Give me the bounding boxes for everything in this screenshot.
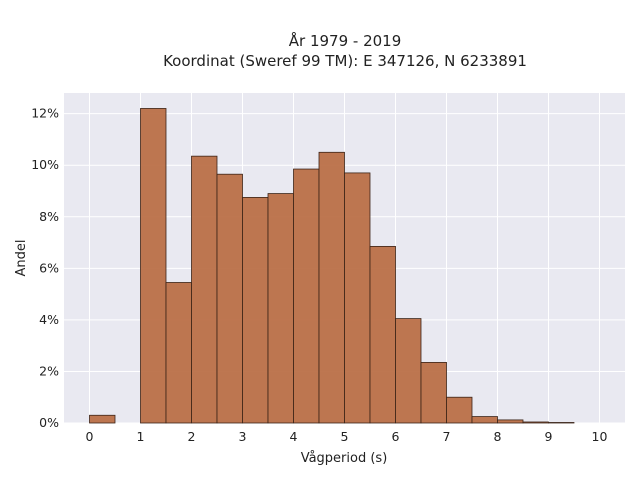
- histogram-bar: [216, 173, 243, 424]
- y-tick-label: 10%: [31, 157, 59, 172]
- x-tick-label: 7: [443, 429, 451, 444]
- x-tick-label: 4: [290, 429, 298, 444]
- x-tick-label: 5: [341, 429, 349, 444]
- x-tick-label: 9: [545, 429, 553, 444]
- chart-title-line-1: År 1979 - 2019: [289, 31, 402, 50]
- histogram-bar: [548, 422, 575, 424]
- bars: [89, 108, 575, 424]
- histogram-bar: [446, 396, 473, 424]
- chart-title-line-2: Koordinat (Sweref 99 TM): E 347126, N 62…: [163, 52, 527, 70]
- y-tick-label: 6%: [39, 260, 59, 275]
- histogram-bar: [89, 414, 116, 424]
- histogram-bar: [267, 193, 294, 424]
- histogram-bar: [395, 318, 422, 424]
- x-tick-label: 1: [137, 429, 145, 444]
- histogram-bar: [420, 362, 447, 424]
- y-tick-label: 0%: [39, 415, 59, 430]
- histogram-bar: [191, 155, 218, 424]
- x-axis-label: Vågperiod (s): [301, 451, 388, 466]
- histogram-bar: [522, 421, 549, 424]
- x-tick-label: 10: [592, 429, 608, 444]
- histogram-bar: [471, 416, 498, 424]
- histogram-bar: [140, 108, 167, 424]
- x-axis-ticks: 0 1 2 3 4 5 6 7 8 9 10: [86, 429, 608, 444]
- y-tick-label: 12%: [31, 106, 59, 121]
- histogram-bar: [165, 282, 192, 424]
- histogram-bar: [369, 245, 396, 424]
- histogram-bar: [318, 151, 345, 424]
- histogram-bar: [293, 168, 320, 424]
- histogram-bar: [497, 419, 524, 424]
- histogram-bar: [242, 197, 269, 424]
- y-tick-label: 2%: [39, 363, 59, 378]
- y-tick-label: 4%: [39, 312, 59, 327]
- x-tick-label: 6: [392, 429, 400, 444]
- x-tick-label: 8: [494, 429, 502, 444]
- y-axis-label: Andel: [14, 240, 29, 277]
- x-tick-label: 0: [86, 429, 94, 444]
- x-tick-label: 2: [188, 429, 196, 444]
- x-tick-label: 3: [239, 429, 247, 444]
- y-tick-label: 8%: [39, 209, 59, 224]
- histogram-bar: [344, 172, 371, 424]
- y-axis-ticks: 0% 2% 4% 6% 8% 10% 12%: [31, 106, 59, 430]
